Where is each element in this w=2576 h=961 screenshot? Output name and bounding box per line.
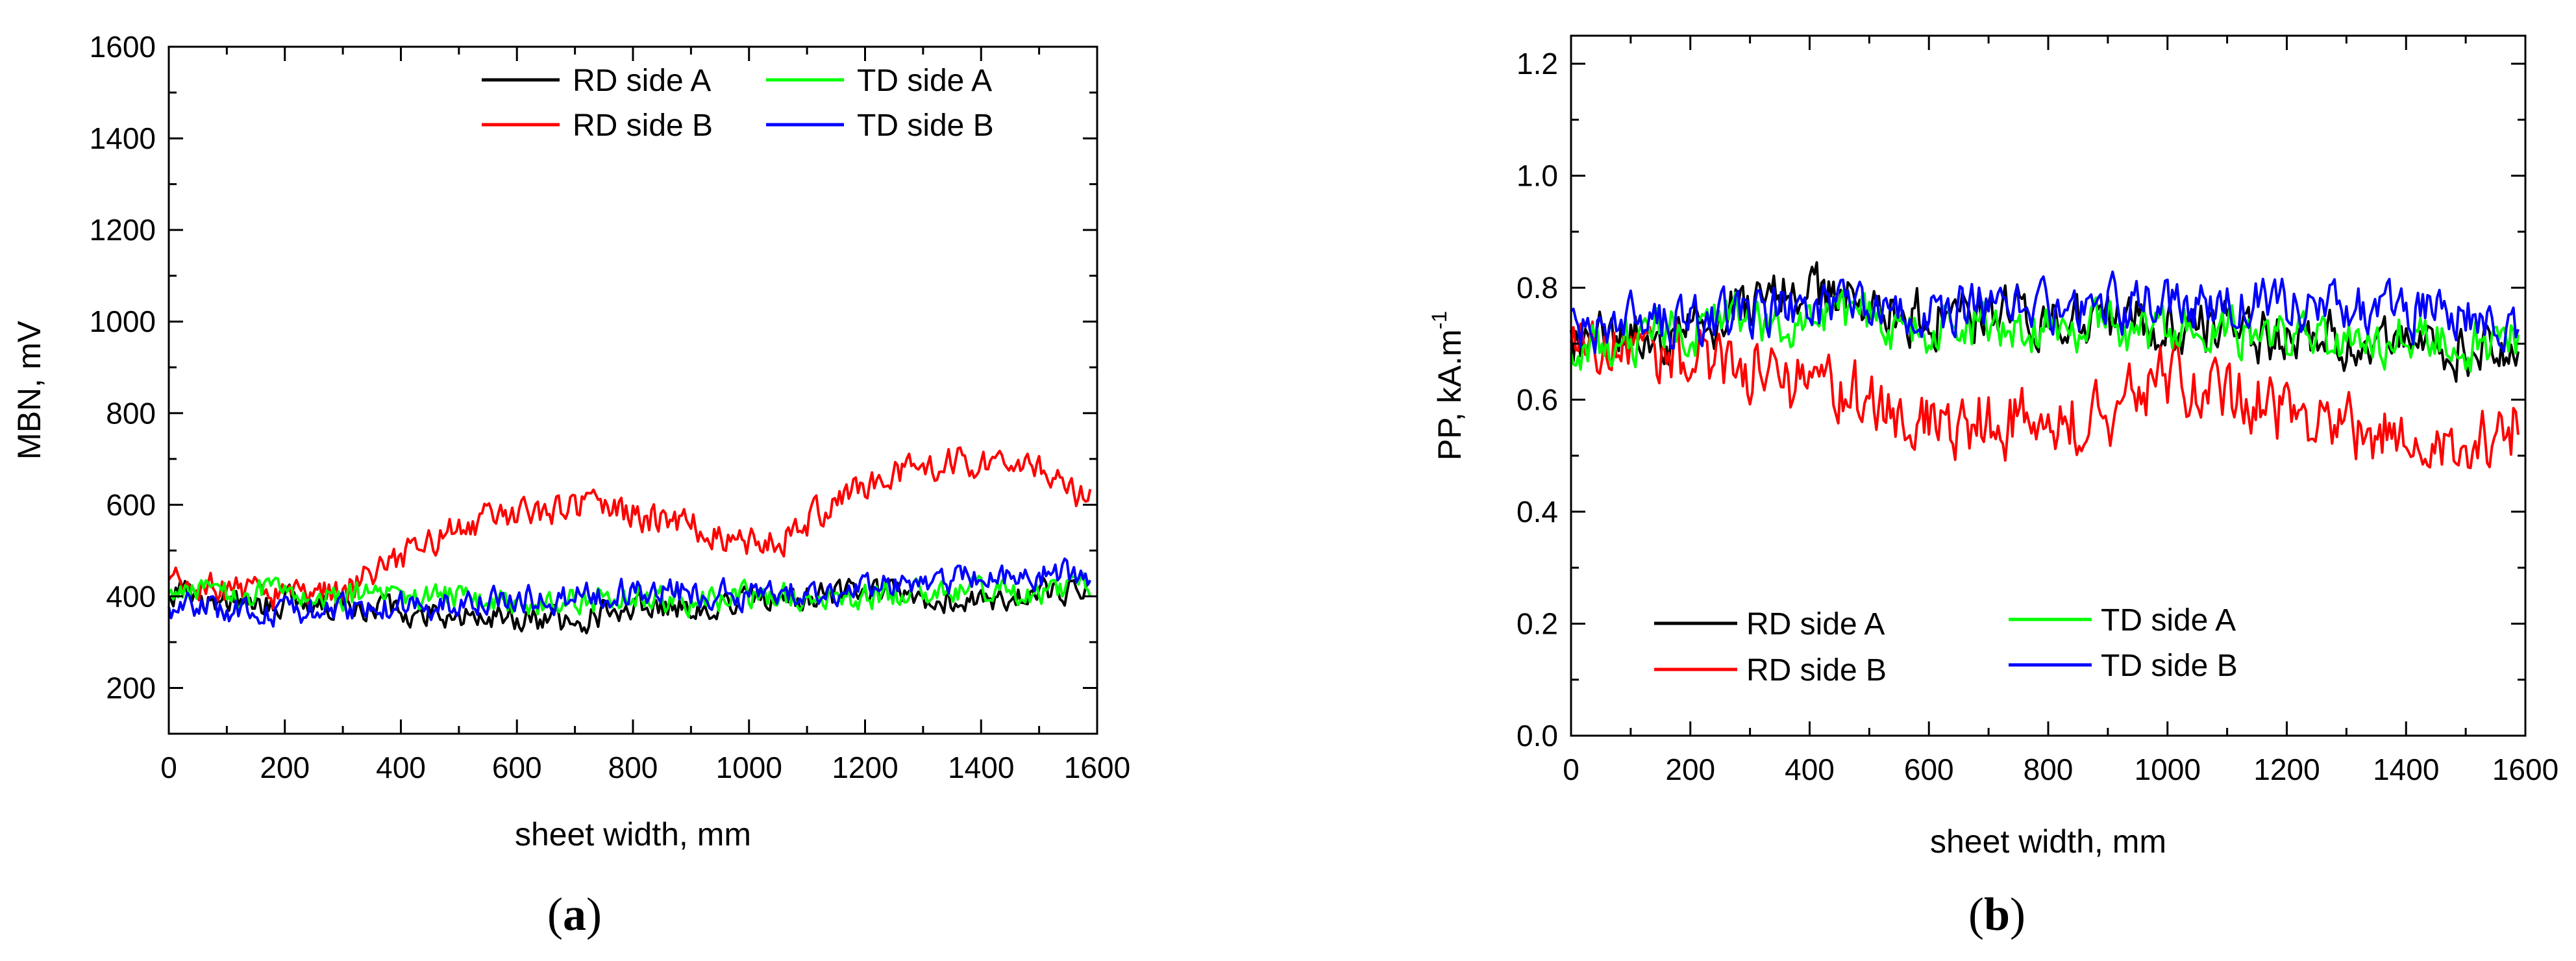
chart-b-legend-label-td-side-b: TD side B [2101, 649, 2238, 683]
chart-b-legend: RD side A RD side B TD side A TD side B [1654, 603, 2238, 688]
chart-b-series-rd-side-b [1570, 319, 2520, 469]
chart-a-legend-label-rd-side-b: RD side B [573, 108, 713, 143]
chart-a-x-tick-label: 1000 [716, 751, 782, 784]
chart-a-y-tick-label: 1600 [90, 30, 156, 64]
chart-a-legend-label-td-side-a: TD side A [857, 64, 992, 98]
panel-b-chart: 0 200 400 600 800 1000 1200 1400 1600 0.0 0.2 0.4 0.… [1428, 34, 2558, 940]
chart-a-series-group [167, 446, 1092, 634]
chart-a-y-tick-label: 800 [106, 396, 156, 430]
chart-b-ticks: 0 200 400 600 800 1000 1200 1400 1600 0.0 0.2 0.4 0.… [1517, 36, 2558, 786]
chart-b-y-tick-label: 0.4 [1517, 495, 1558, 529]
chart-b-x-axis-label: sheet width, mm [1930, 823, 2166, 860]
chart-b-y-tick-label: 1.0 [1517, 159, 1558, 193]
chart-a-y-tick-label: 600 [106, 488, 156, 521]
chart-a-x-tick-label: 600 [492, 751, 542, 784]
chart-a-x-tick-label: 1200 [832, 751, 898, 784]
chart-b-x-tick-label: 800 [2024, 753, 2074, 786]
chart-a-series-td-side-b [167, 557, 1092, 628]
panel-a-chart: 0 200 400 600 800 1000 1200 1400 1600 200 400 600 80… [11, 30, 1130, 940]
chart-a-x-tick-label: 1400 [948, 751, 1014, 784]
chart-b-y-tick-label: 0.0 [1517, 719, 1558, 753]
chart-a-x-tick-label: 0 [160, 751, 177, 784]
chart-a-ticks: 0 200 400 600 800 1000 1200 1400 1600 200 400 600 80… [90, 30, 1131, 784]
chart-b-plot-frame [1570, 34, 2527, 737]
chart-a-y-tick-label: 200 [106, 671, 156, 705]
panel-a-caption: (a) [547, 888, 602, 940]
chart-a-x-axis-label: sheet width, mm [515, 816, 751, 853]
chart-b-y-axis-label-sup: -1 [1428, 311, 1451, 329]
chart-a-x-tick-label: 400 [376, 751, 426, 784]
chart-b-y-axis-label: PP, kA.m-1 [1428, 311, 1468, 460]
chart-a-y-tick-label: 1000 [90, 305, 156, 338]
chart-a-legend-label-td-side-b: TD side B [857, 108, 994, 143]
chart-b-series-td-side-a [1570, 290, 2520, 373]
chart-b-y-tick-label: 1.2 [1517, 47, 1558, 81]
chart-b-x-tick-label: 1200 [2253, 753, 2320, 786]
chart-a-legend: RD side A RD side B TD side A TD side B [482, 64, 994, 143]
chart-b-y-tick-label: 0.2 [1517, 607, 1558, 641]
chart-a-x-tick-label: 800 [608, 751, 658, 784]
chart-b-y-tick-label: 0.8 [1517, 271, 1558, 305]
chart-b-x-tick-label: 1600 [2492, 753, 2558, 786]
chart-b-y-tick-label: 0.6 [1517, 383, 1558, 417]
chart-a-y-axis-label: MBN, mV [11, 320, 47, 460]
chart-b-series-group [1570, 261, 2520, 469]
chart-a-series-rd-side-a [167, 577, 1091, 634]
chart-b-series-td-side-b [1570, 270, 2520, 355]
chart-a-x-tick-label: 200 [260, 751, 310, 784]
chart-a-y-tick-label: 1400 [90, 121, 156, 155]
chart-a-legend-label-rd-side-a: RD side A [573, 64, 711, 98]
chart-a-plot-frame [167, 45, 1098, 735]
chart-b-legend-label-rd-side-b: RD side B [1746, 653, 1887, 688]
chart-b-x-tick-label: 1400 [2373, 753, 2439, 786]
chart-a-y-tick-label: 1200 [90, 213, 156, 247]
chart-b-x-tick-label: 200 [1665, 753, 1715, 786]
panel-b-caption: (b) [1968, 888, 2025, 940]
chart-a-series-rd-side-b [167, 446, 1092, 610]
chart-a-y-tick-label: 400 [106, 579, 156, 613]
chart-b-x-tick-label: 600 [1904, 753, 1954, 786]
chart-b-x-tick-label: 400 [1785, 753, 1835, 786]
chart-b-legend-label-rd-side-a: RD side A [1746, 607, 1885, 642]
chart-a-x-tick-label: 1600 [1064, 751, 1130, 784]
chart-b-y-axis-label-main: PP, kA.m [1431, 329, 1468, 460]
chart-b-x-tick-label: 0 [1563, 753, 1579, 786]
chart-b-x-tick-label: 1000 [2135, 753, 2201, 786]
chart-b-legend-label-td-side-a: TD side A [2101, 603, 2236, 638]
